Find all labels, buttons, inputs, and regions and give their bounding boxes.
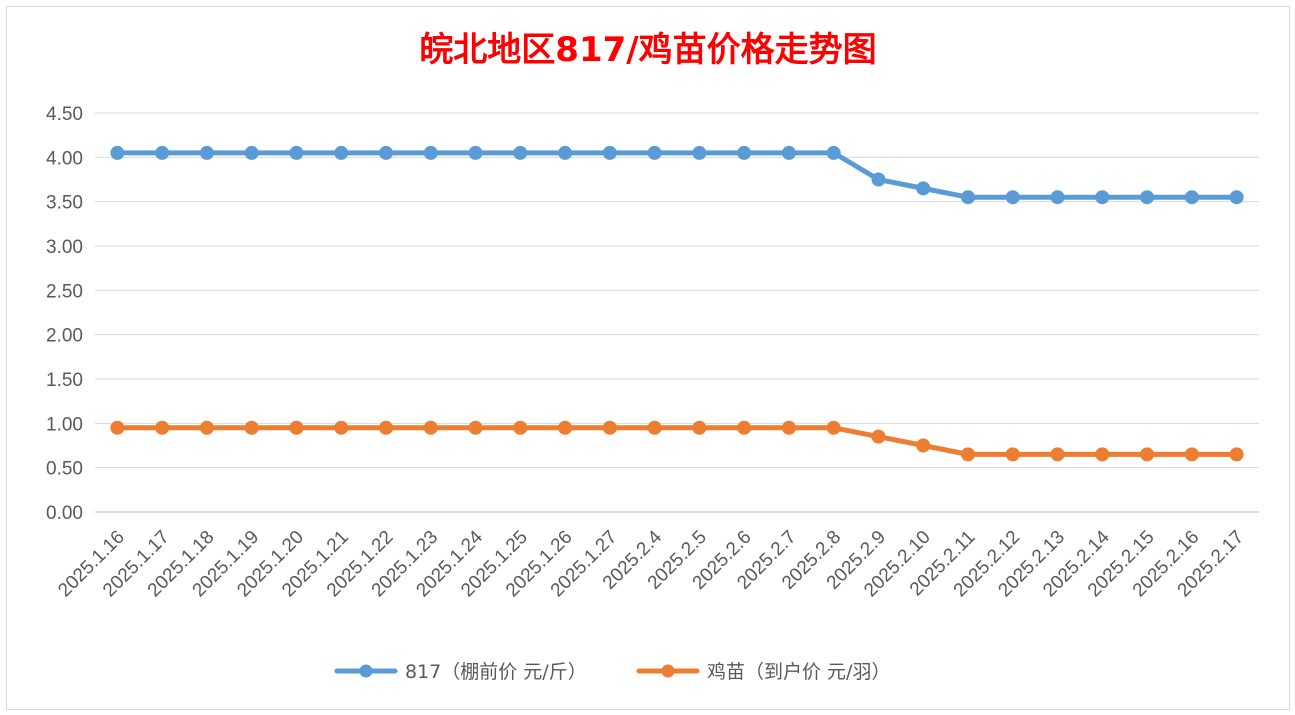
data-point (871, 172, 886, 187)
data-point (199, 420, 214, 435)
data-point (961, 190, 975, 205)
data-point (871, 429, 886, 444)
data-point (334, 420, 349, 435)
chart-area[interactable]: 皖北地区817/鸡苗价格走势图 0.00 0.50 1.00 1.50 2.00 2.50… (6, 6, 1290, 710)
data-point (379, 145, 393, 160)
data-point (692, 145, 707, 160)
data-point (1050, 447, 1065, 462)
data-point (379, 420, 393, 435)
data-point (334, 145, 349, 160)
data-point (1184, 190, 1199, 205)
y-tick-label: 1.00 (46, 414, 83, 435)
data-point (155, 145, 170, 160)
data-point (468, 420, 483, 435)
legend-marker (661, 664, 675, 678)
series-group (110, 145, 1244, 462)
data-point (558, 145, 573, 160)
y-tick-label: 3.00 (46, 237, 83, 258)
data-point (1095, 190, 1110, 205)
x-axis: 2025.1.162025.1.172025.1.182025.1.192025… (54, 526, 1248, 601)
data-point (737, 420, 752, 435)
line-chart: 皖北地区817/鸡苗价格走势图 0.00 0.50 1.00 1.50 2.00 2.50… (46, 30, 1259, 683)
data-point (558, 420, 573, 435)
data-point (647, 145, 662, 160)
y-tick-label: 0.50 (46, 459, 83, 480)
data-point (1229, 447, 1244, 462)
data-point (1184, 447, 1199, 462)
data-point (110, 145, 125, 160)
y-tick-label: 3.50 (46, 193, 83, 214)
data-point (602, 420, 617, 435)
legend-label: 817（棚前价 元/斤） (405, 661, 587, 683)
data-point (647, 420, 662, 435)
data-point (244, 145, 259, 160)
data-point (289, 420, 304, 435)
y-axis: 0.00 0.50 1.00 1.50 2.00 2.50 3.00 3.50 4.00 4.50 (46, 104, 83, 524)
data-point (244, 420, 259, 435)
data-point (1140, 190, 1155, 205)
data-point (199, 145, 214, 160)
data-point (1050, 190, 1065, 205)
legend-item-2: 鸡苗（到户价 元/羽） (636, 661, 890, 683)
series-line (114, 150, 1240, 200)
chart-title: 皖北地区817/鸡苗价格走势图 (419, 30, 876, 70)
data-point (737, 145, 752, 160)
data-point (692, 420, 707, 435)
data-point (826, 420, 841, 435)
data-point (781, 420, 796, 435)
y-tick-label: 1.50 (46, 370, 83, 391)
series-line (114, 425, 1240, 457)
y-tick-label: 0.00 (46, 503, 83, 524)
data-point (961, 447, 975, 462)
data-point (513, 420, 528, 435)
data-point (289, 145, 304, 160)
legend: 817（棚前价 元/斤） 鸡苗（到户价 元/羽） (334, 661, 890, 683)
gridlines (95, 112, 1259, 513)
data-point (1140, 447, 1155, 462)
data-point (916, 181, 931, 196)
data-point (155, 420, 170, 435)
data-point (1005, 190, 1020, 205)
data-point (468, 145, 483, 160)
data-point (1095, 447, 1110, 462)
data-point (602, 145, 617, 160)
series-2 (110, 420, 1244, 462)
data-point (513, 145, 528, 160)
data-point (1229, 190, 1244, 205)
y-tick-label: 2.50 (46, 281, 83, 302)
data-point (826, 145, 841, 160)
legend-item-1: 817（棚前价 元/斤） (334, 661, 587, 683)
data-point (781, 145, 796, 160)
legend-label: 鸡苗（到户价 元/羽） (707, 661, 890, 683)
y-tick-label: 4.00 (46, 148, 83, 169)
data-point (110, 420, 125, 435)
legend-marker (359, 664, 373, 678)
data-point (423, 145, 438, 160)
data-point (1005, 447, 1020, 462)
data-point (423, 420, 438, 435)
series-1 (110, 145, 1244, 205)
data-point (916, 438, 931, 453)
y-tick-label: 2.00 (46, 326, 83, 347)
y-tick-label: 4.50 (46, 104, 83, 125)
